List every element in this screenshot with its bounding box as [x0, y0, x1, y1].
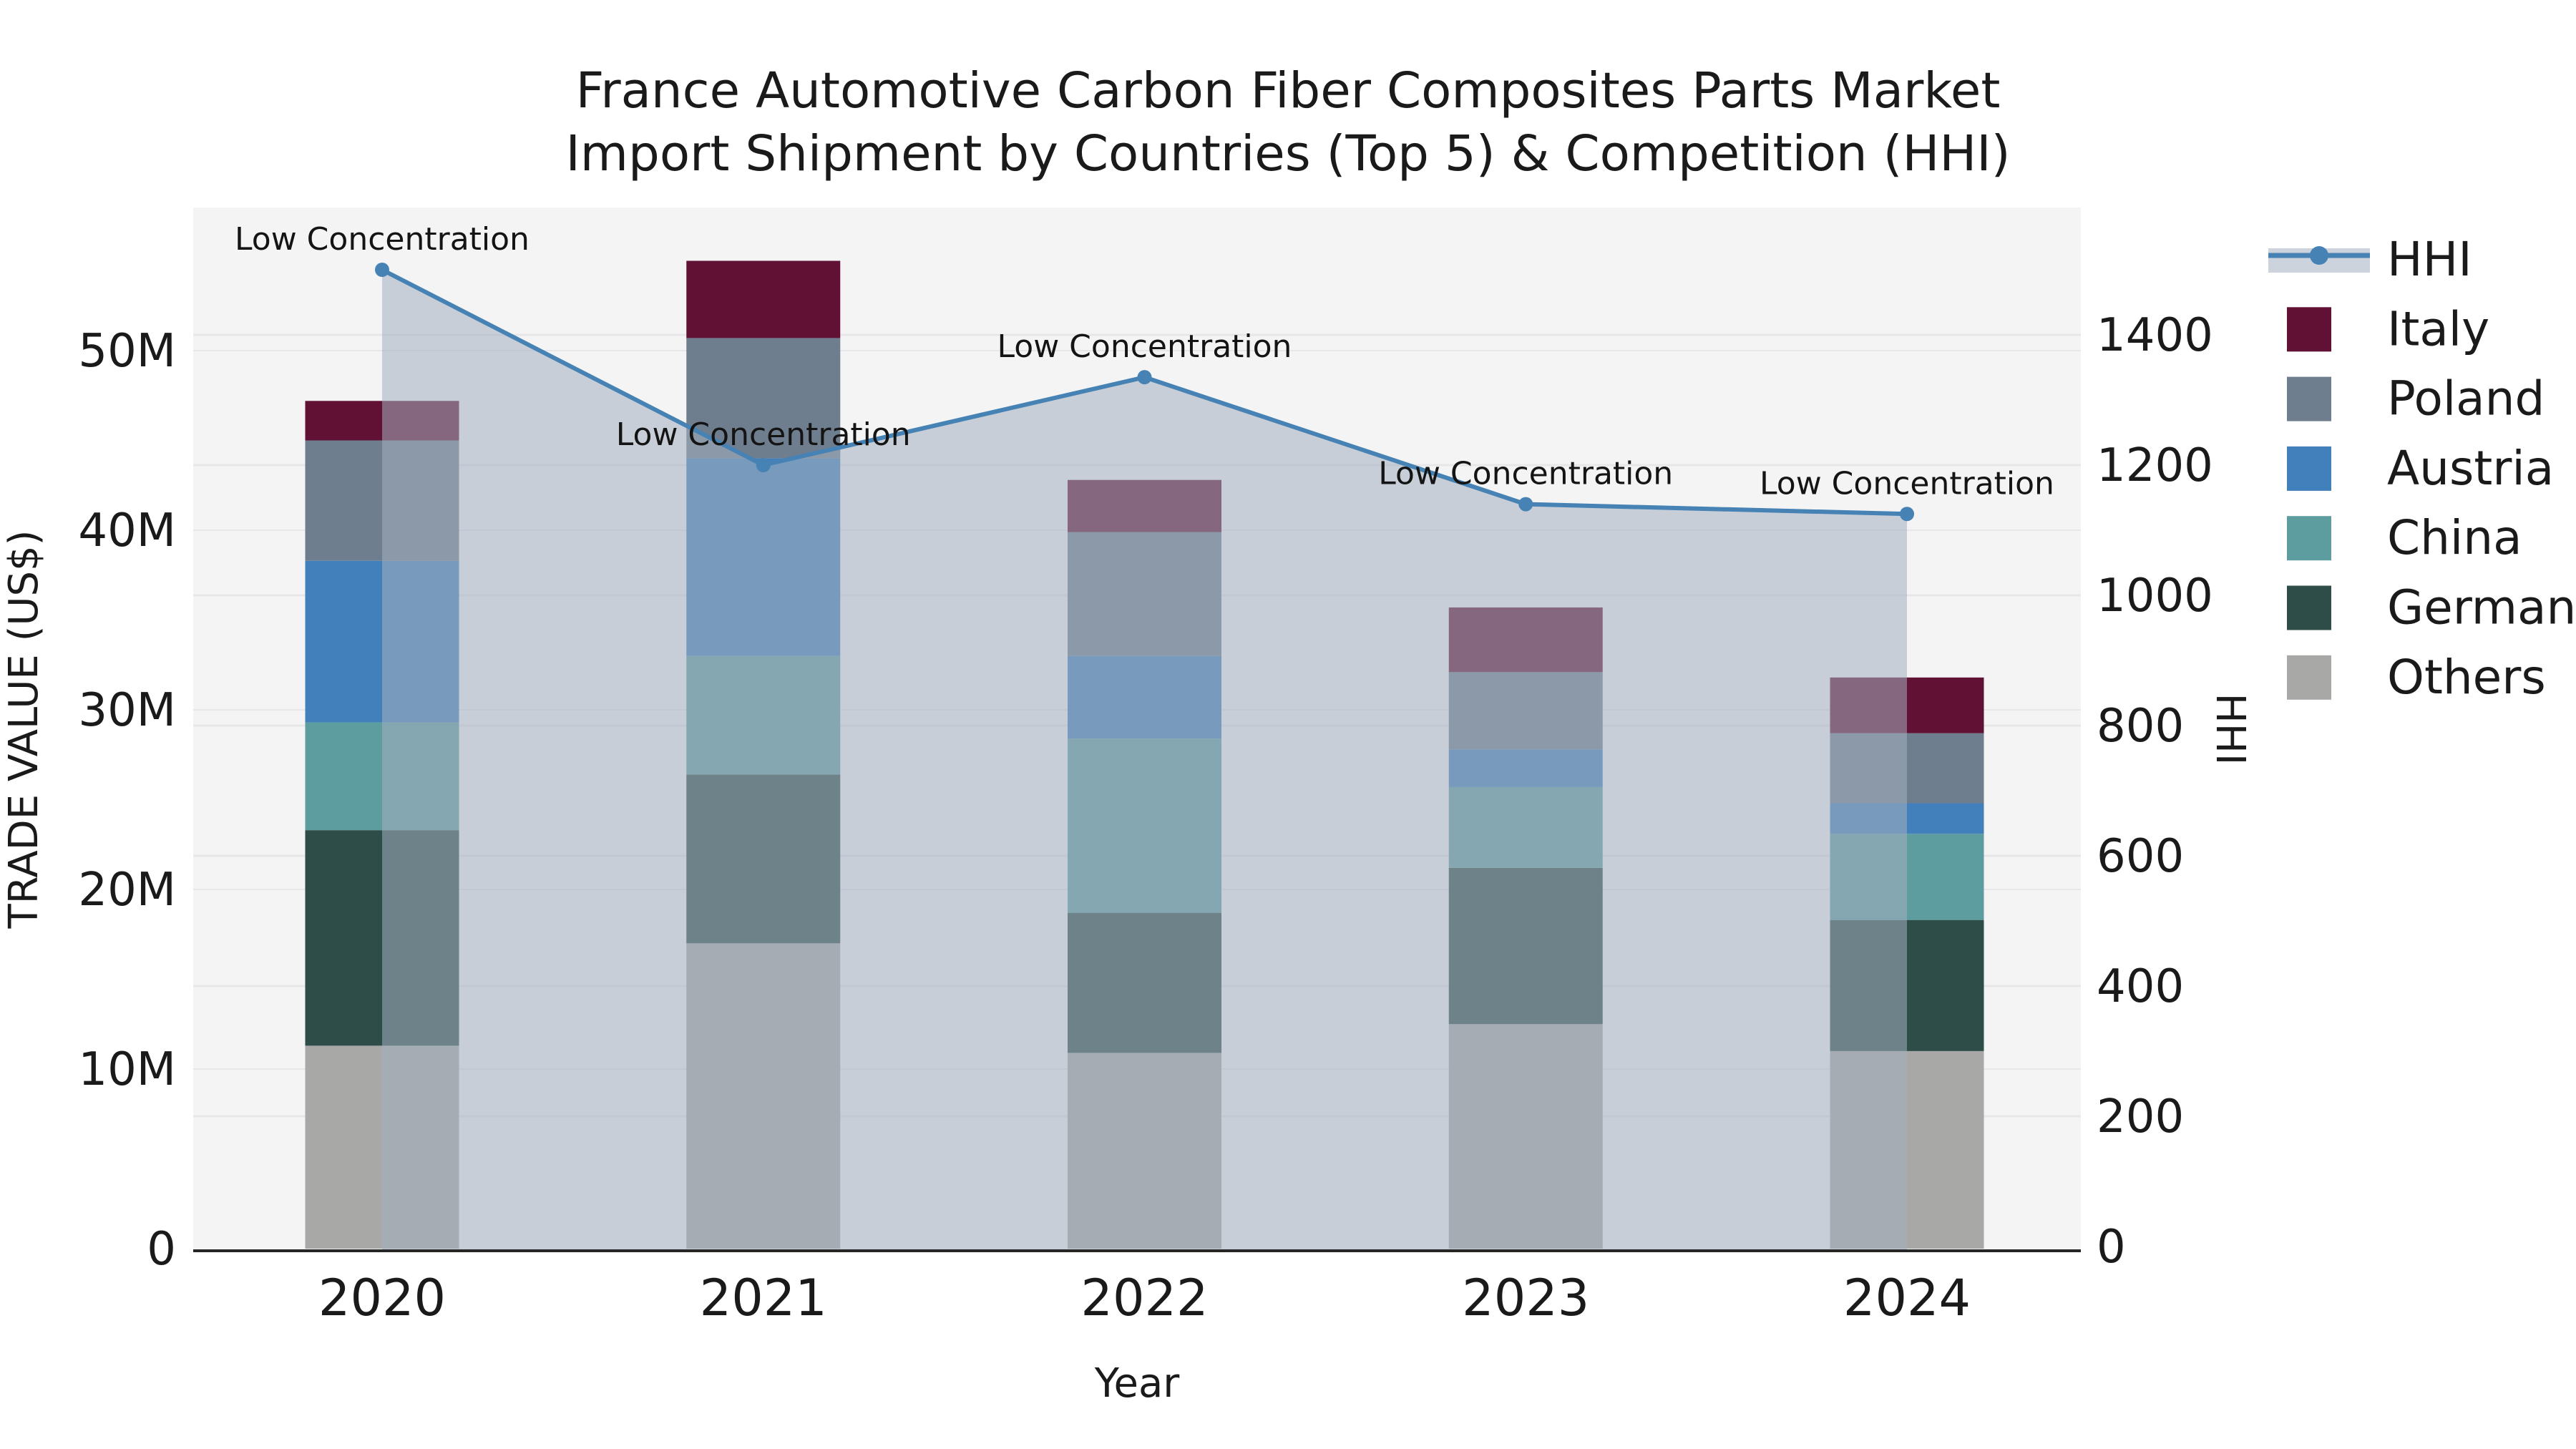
hhi-point-2024 — [1900, 507, 1914, 522]
x-tick-2022: 2022 — [1080, 1269, 1208, 1327]
chart-title-line2: Import Shipment by Countries (Top 5) & C… — [565, 125, 2010, 182]
legend-item-others: Others — [2287, 650, 2546, 705]
legend-swatch-others — [2287, 655, 2331, 700]
legend-item-hhi: HHI — [2268, 232, 2472, 287]
legend-label-china: China — [2387, 510, 2522, 565]
hhi-point-2021 — [756, 458, 771, 472]
legend-hhi-marker — [2310, 246, 2328, 265]
legend-swatch-china — [2287, 516, 2331, 561]
legend-swatch-italy — [2287, 307, 2331, 352]
legend-label-others: Others — [2387, 650, 2546, 705]
legend-label-austria: Austria — [2387, 441, 2554, 496]
x-axis-title: Year — [1094, 1360, 1181, 1407]
y-left-tick-0: 0 — [147, 1223, 176, 1276]
legend-swatch-austria — [2287, 446, 2331, 491]
legend-item-austria: Austria — [2287, 441, 2554, 496]
legend-label-poland: Poland — [2387, 371, 2545, 426]
legend-item-italy: Italy — [2287, 301, 2489, 356]
annotations: Low Concentration Low Concentration Low Co… — [235, 221, 2054, 502]
hhi-area — [382, 270, 1907, 1251]
x-tick-2020: 2020 — [318, 1269, 446, 1327]
chart-title-line1: France Automotive Carbon Fiber Composite… — [576, 62, 2001, 119]
y-right-tick-0: 0 — [2097, 1221, 2126, 1274]
y-right-tick-200: 200 — [2097, 1091, 2184, 1143]
y-right-axis-title: HHI — [2207, 693, 2253, 766]
annotation-2024: Low Concentration — [1760, 465, 2054, 502]
hhi-point-2023 — [1518, 497, 1533, 512]
y-left-tick-10M: 10M — [78, 1043, 176, 1096]
legend-swatch-germany — [2287, 585, 2331, 630]
hhi-line — [375, 263, 1914, 522]
hhi-area-fill — [382, 270, 1907, 1251]
annotation-2022: Low Concentration — [997, 328, 1292, 365]
hhi-point-2022 — [1137, 370, 1152, 385]
legend: HHI Italy Poland Austria China Germany Others — [2268, 232, 2576, 705]
x-tick-2021: 2021 — [700, 1269, 827, 1327]
y-left-axis-title: TRADE VALUE (US$) — [1, 530, 47, 930]
legend-label-italy: Italy — [2387, 301, 2489, 356]
y-left-tick-20M: 20M — [78, 864, 176, 917]
y-right-tick-1200: 1200 — [2097, 439, 2213, 492]
y-right-tick-1400: 1400 — [2097, 309, 2213, 362]
legend-item-poland: Poland — [2287, 371, 2545, 426]
legend-swatch-poland — [2287, 376, 2331, 421]
bar-segment-italy-2021 — [686, 260, 841, 338]
y-left-tick-40M: 40M — [78, 504, 176, 557]
y-right-tick-600: 600 — [2097, 830, 2184, 883]
annotation-2021: Low Concentration — [616, 416, 911, 453]
hhi-point-2020 — [375, 263, 389, 277]
y-right-tick-800: 800 — [2097, 700, 2184, 753]
y-left-tick-50M: 50M — [78, 325, 176, 378]
y-right-tick-1000: 1000 — [2097, 570, 2213, 623]
x-tick-2023: 2023 — [1462, 1269, 1589, 1327]
legend-label-hhi: HHI — [2387, 232, 2472, 287]
axes: 0 10M 20M 30M 40M 50M 0 200 400 600 800 1000 1200 140… — [78, 309, 2213, 1327]
annotation-2023: Low Concentration — [1378, 456, 1673, 492]
legend-item-china: China — [2287, 510, 2522, 565]
legend-label-germany: Germany — [2387, 580, 2576, 635]
legend-item-germany: Germany — [2287, 580, 2576, 635]
x-tick-2024: 2024 — [1843, 1269, 1971, 1327]
y-right-tick-400: 400 — [2097, 960, 2184, 1013]
annotation-2020: Low Concentration — [235, 221, 530, 258]
y-left-tick-30M: 30M — [78, 684, 176, 737]
